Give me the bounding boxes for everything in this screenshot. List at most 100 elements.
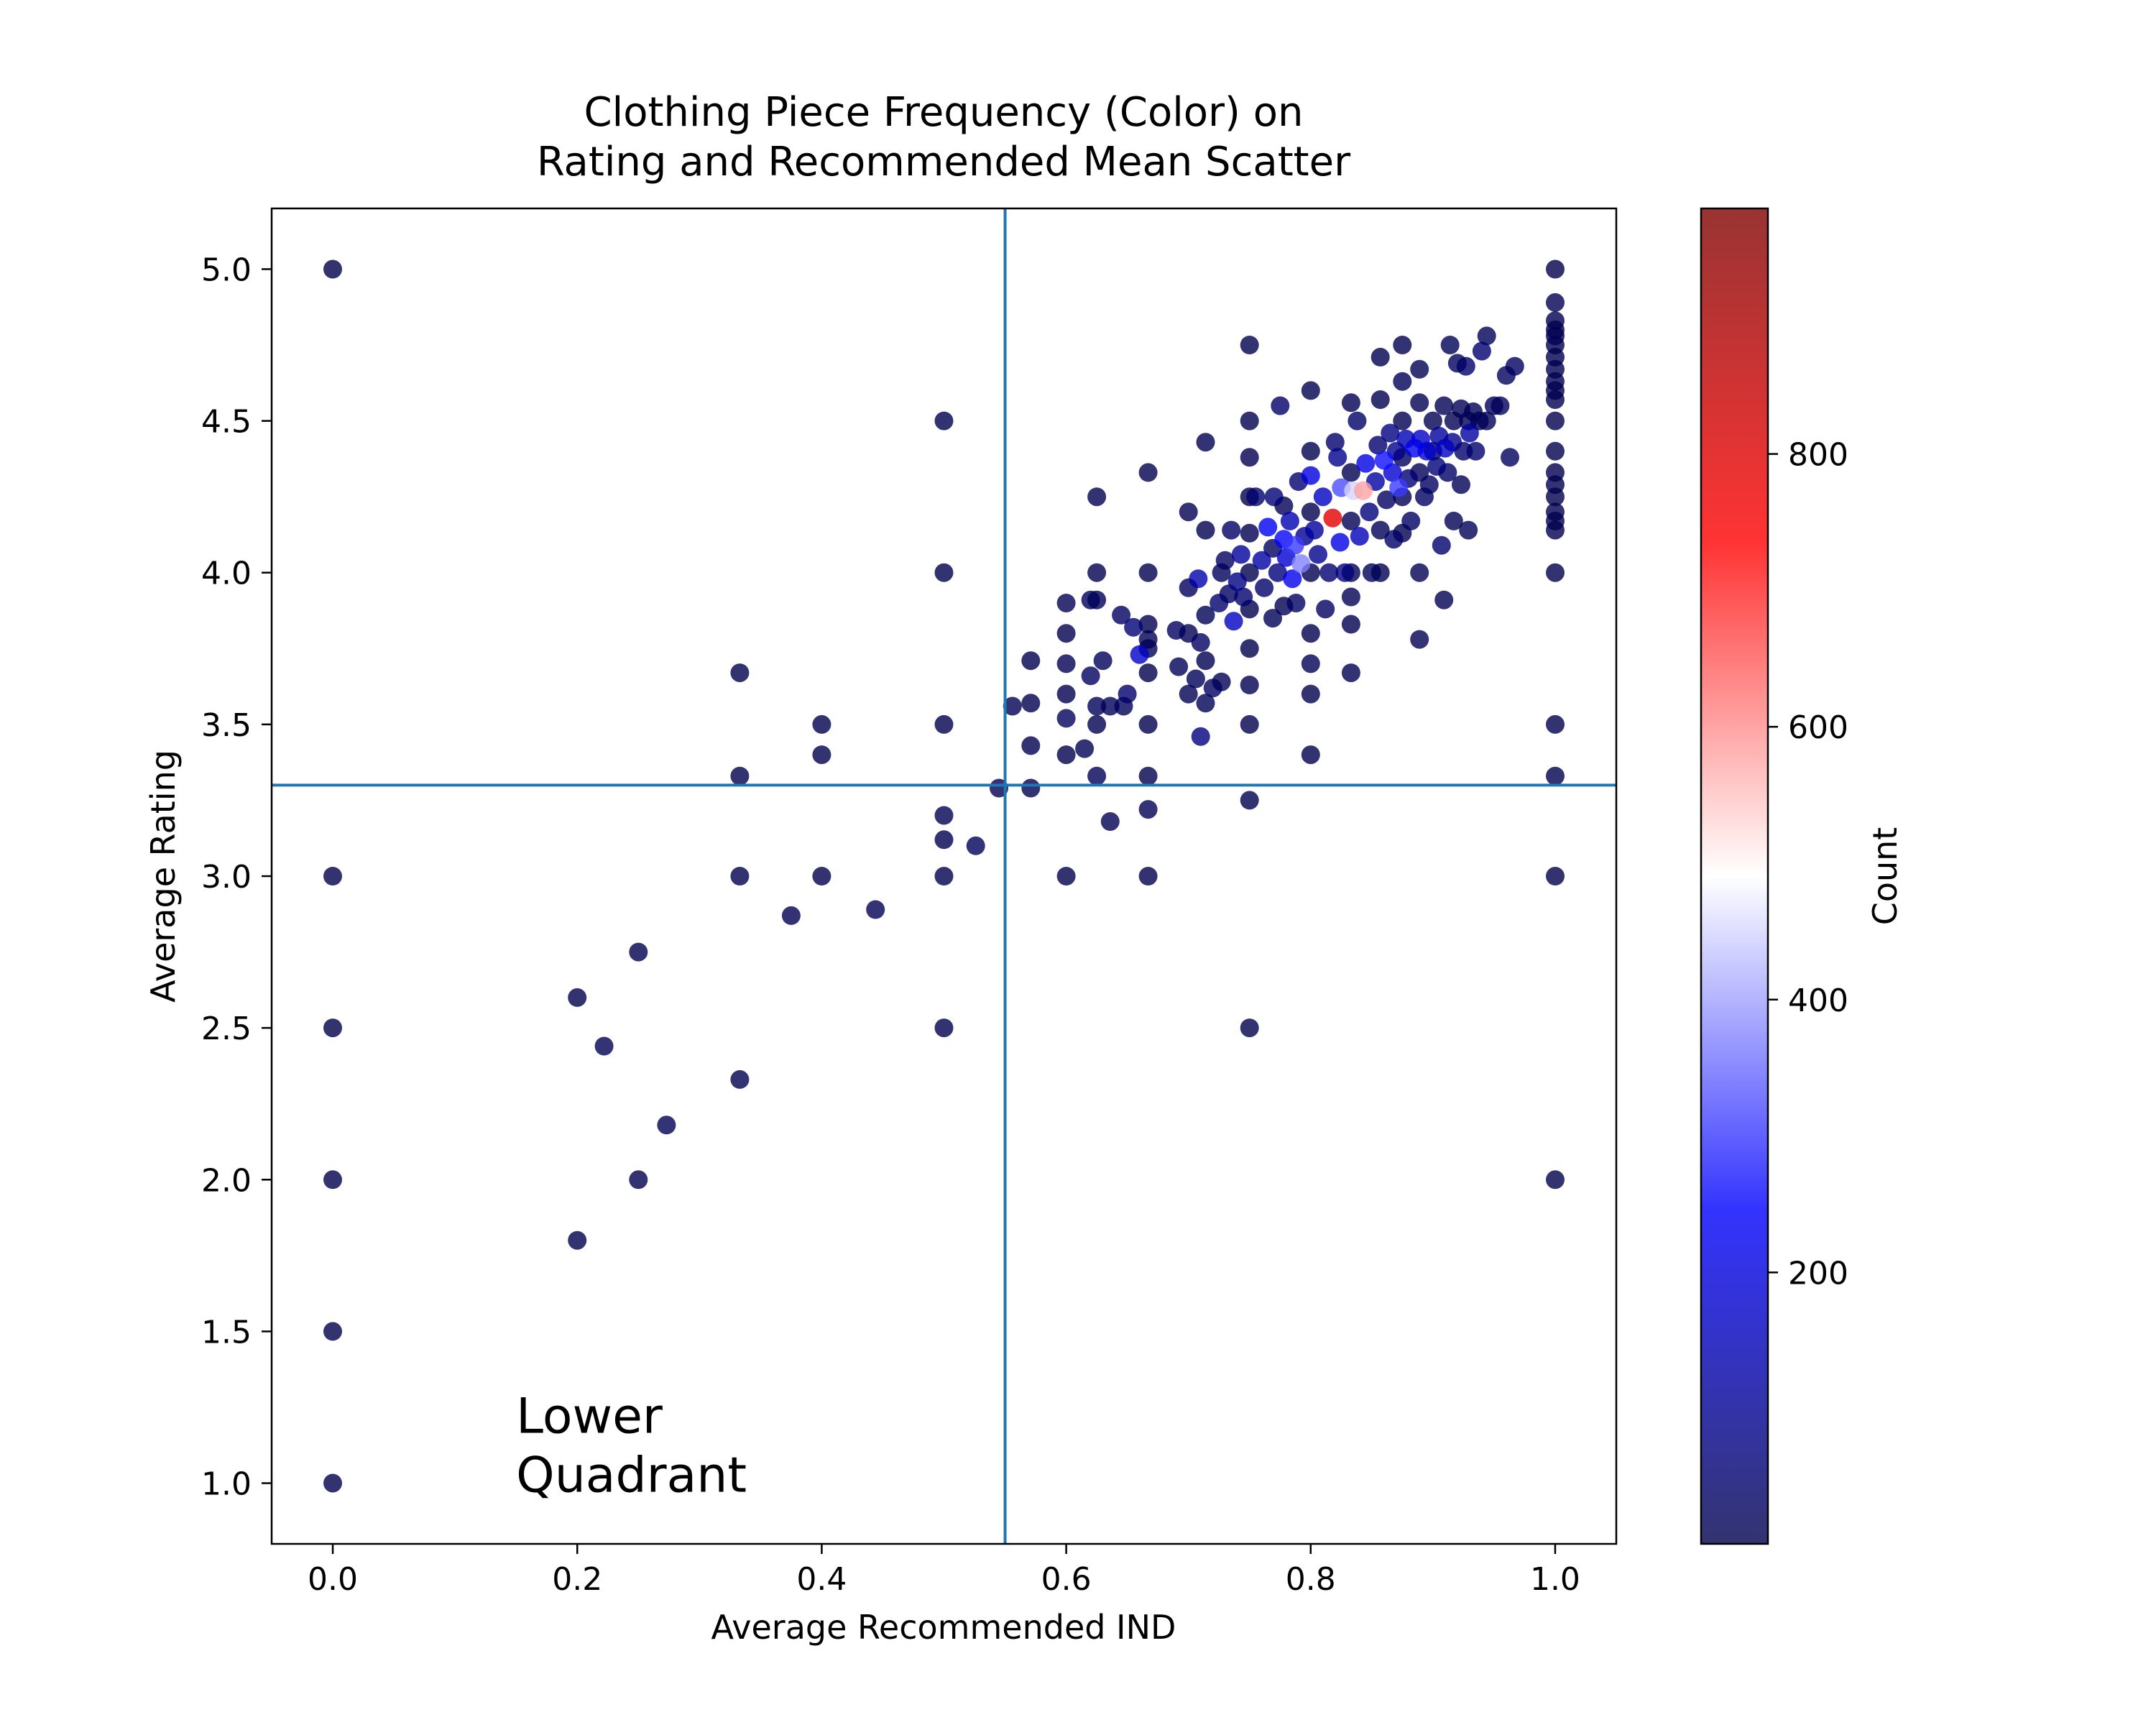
data-point bbox=[1169, 657, 1189, 676]
data-point bbox=[730, 867, 750, 886]
data-point bbox=[1459, 520, 1478, 540]
data-point bbox=[1130, 645, 1149, 664]
data-point bbox=[1341, 511, 1360, 530]
data-point bbox=[1227, 572, 1247, 592]
data-point bbox=[1374, 451, 1393, 470]
data-point bbox=[1505, 356, 1524, 376]
data-point bbox=[1370, 390, 1390, 409]
data-point bbox=[1356, 454, 1376, 473]
data-point bbox=[1222, 520, 1241, 540]
data-point bbox=[1301, 381, 1320, 400]
data-point bbox=[1263, 609, 1282, 628]
data-point bbox=[1056, 745, 1076, 765]
y-tick-label: 5.0 bbox=[201, 252, 252, 288]
data-point bbox=[1003, 696, 1022, 716]
y-tick-label: 2.5 bbox=[201, 1011, 252, 1047]
data-point bbox=[1087, 766, 1107, 786]
data-point bbox=[1301, 654, 1320, 673]
data-point bbox=[1309, 545, 1327, 564]
data-point bbox=[1056, 709, 1076, 728]
data-point bbox=[1021, 651, 1041, 671]
data-point bbox=[1285, 535, 1304, 555]
data-point bbox=[1452, 475, 1470, 494]
data-point bbox=[1280, 511, 1299, 530]
data-point bbox=[1501, 448, 1519, 467]
data-point bbox=[812, 745, 831, 765]
data-point bbox=[934, 830, 954, 850]
data-point bbox=[1389, 478, 1409, 497]
data-point bbox=[1435, 438, 1455, 458]
data-point bbox=[1444, 511, 1463, 530]
data-point bbox=[1179, 502, 1198, 522]
data-point bbox=[1546, 520, 1565, 540]
data-point bbox=[1210, 594, 1229, 612]
data-point bbox=[1087, 487, 1107, 507]
data-point bbox=[812, 714, 831, 734]
data-point bbox=[934, 714, 954, 734]
quadrant-annotation-line-2: Quadrant bbox=[516, 1448, 747, 1504]
data-point bbox=[1546, 714, 1565, 734]
data-point bbox=[323, 1473, 342, 1493]
quadrant-annotation-line-1: Lower bbox=[516, 1389, 663, 1445]
data-point bbox=[1240, 336, 1259, 354]
data-point bbox=[1393, 411, 1412, 431]
data-point bbox=[1075, 739, 1095, 758]
data-point bbox=[812, 867, 831, 886]
data-point bbox=[1360, 502, 1379, 522]
y-tick-label: 4.5 bbox=[201, 404, 252, 441]
data-point bbox=[1341, 663, 1360, 683]
x-tick-label: 1.0 bbox=[1530, 1561, 1580, 1598]
data-point bbox=[1231, 545, 1250, 564]
data-point bbox=[1328, 448, 1348, 467]
data-point bbox=[866, 900, 885, 919]
data-point bbox=[1316, 599, 1335, 619]
data-point bbox=[1405, 438, 1424, 458]
colorbar-tick-label: 400 bbox=[1788, 983, 1848, 1019]
data-point bbox=[1252, 551, 1271, 570]
y-axis-label: Average Rating bbox=[144, 750, 183, 1003]
data-point bbox=[1325, 433, 1345, 452]
colorbar-frame bbox=[1700, 207, 1769, 1545]
data-point bbox=[1240, 523, 1259, 543]
data-point bbox=[1087, 696, 1107, 716]
data-point bbox=[1546, 867, 1565, 886]
data-point bbox=[1472, 341, 1491, 361]
data-point bbox=[1423, 411, 1442, 431]
data-point bbox=[1546, 311, 1565, 331]
data-point bbox=[1348, 411, 1367, 431]
data-point bbox=[1301, 745, 1320, 765]
data-point bbox=[1283, 569, 1302, 589]
data-point bbox=[1546, 411, 1565, 431]
data-point bbox=[1240, 411, 1259, 431]
data-point bbox=[1546, 259, 1565, 279]
chart-title-line-1: Clothing Piece Frequency (Color) on bbox=[584, 89, 1304, 136]
data-point bbox=[1362, 563, 1381, 582]
y-tick-label: 1.5 bbox=[201, 1314, 252, 1351]
data-point bbox=[1419, 475, 1439, 494]
x-tick-label: 0.2 bbox=[552, 1561, 602, 1598]
data-point bbox=[1301, 502, 1320, 522]
colorbar-tick-label: 800 bbox=[1788, 437, 1848, 474]
data-point bbox=[1546, 1170, 1565, 1190]
reference-lines bbox=[272, 208, 1616, 1544]
data-point bbox=[1460, 423, 1479, 443]
data-point bbox=[323, 867, 342, 886]
data-point bbox=[1186, 669, 1205, 689]
data-point bbox=[1286, 594, 1306, 612]
data-point bbox=[1301, 441, 1320, 461]
data-point bbox=[990, 778, 1008, 798]
data-point bbox=[1196, 520, 1215, 540]
data-point bbox=[1477, 326, 1496, 346]
data-point bbox=[1368, 436, 1388, 455]
y-tick-label: 4.0 bbox=[201, 556, 252, 592]
colorbar-label: Count bbox=[1866, 827, 1904, 926]
data-point bbox=[1546, 326, 1565, 346]
data-point bbox=[1341, 393, 1360, 413]
data-point bbox=[1124, 617, 1143, 637]
data-point bbox=[1081, 590, 1100, 610]
data-point bbox=[730, 766, 750, 786]
data-point bbox=[934, 411, 954, 431]
data-point bbox=[1196, 433, 1215, 452]
data-point bbox=[1370, 520, 1390, 540]
y-axis: 1.0 1.5 2.0 2.5 3.0 3.5 4.0 4.5 5.0 bbox=[201, 252, 272, 1503]
